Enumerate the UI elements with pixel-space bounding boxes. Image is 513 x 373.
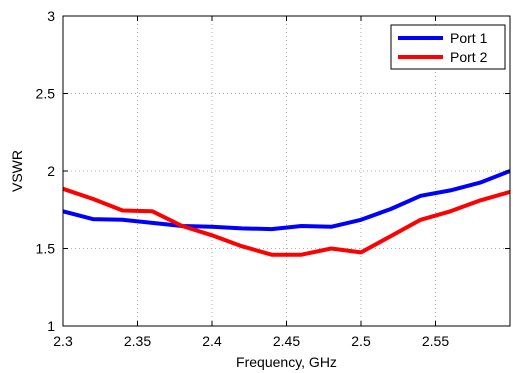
series-layer xyxy=(62,169,511,257)
legend-box xyxy=(390,24,506,70)
x-axis-title: Frequency, GHz xyxy=(236,354,337,370)
grid xyxy=(63,16,510,326)
tick-labels: 2.3 2.35 2.4 2.45 2.5 2.55 1 1.5 2 2.5 3 xyxy=(36,8,450,349)
series-line-port-2 xyxy=(62,186,511,257)
y-tick-label: 2.5 xyxy=(36,86,56,102)
x-tick-label: 2.55 xyxy=(422,333,449,349)
x-tick-label: 2.35 xyxy=(124,333,151,349)
y-tick-label: 1.5 xyxy=(36,241,56,257)
y-tick-label: 1 xyxy=(47,318,55,334)
y-tick-label: 2 xyxy=(47,163,55,179)
x-tick-label: 2.5 xyxy=(351,333,371,349)
legend: Port 1 Port 2 xyxy=(390,24,506,70)
x-tick-label: 2.4 xyxy=(202,333,222,349)
x-tick-label: 2.45 xyxy=(273,333,300,349)
series-line-port-1 xyxy=(62,169,511,232)
x-tick-label: 2.3 xyxy=(53,333,73,349)
legend-label: Port 2 xyxy=(450,49,488,65)
legend-label: Port 1 xyxy=(450,30,488,46)
ticks xyxy=(62,15,510,327)
y-tick-label: 3 xyxy=(47,8,55,24)
y-axis-title: VSWR xyxy=(9,150,25,192)
